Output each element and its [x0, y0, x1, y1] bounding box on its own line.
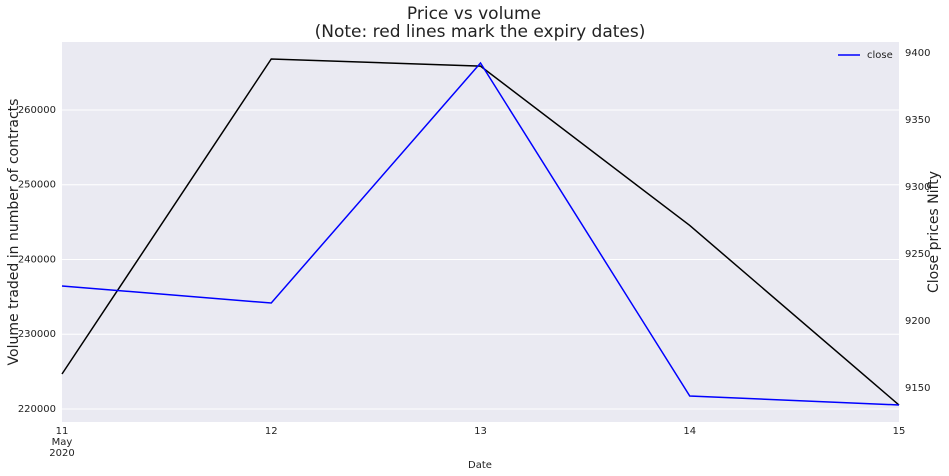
plot-area [62, 42, 899, 422]
legend-label: close [867, 50, 893, 61]
x-tick-label: 12 [265, 426, 278, 437]
y2-tick-label: 9250 [905, 249, 930, 260]
y2-axis-label: Close prices Nifty [926, 171, 942, 293]
x-tick-label: 11 May 2020 [49, 426, 74, 459]
x-axis-label: Date [468, 460, 492, 471]
grid [62, 109, 899, 410]
y-axis-label: Volume traded in number of contracts [6, 99, 22, 366]
series-line [61, 61, 900, 406]
y2-tick-label: 9200 [905, 316, 930, 327]
y-tick-label: 230000 [18, 329, 56, 340]
x-tick-label: 15 [893, 426, 906, 437]
y-tick-label: 250000 [18, 180, 56, 191]
x-tick-label: 14 [683, 426, 696, 437]
chart-subtitle: (Note: red lines mark the expiry dates) [315, 22, 646, 42]
series-line [61, 58, 900, 406]
x-tick-label: 13 [474, 426, 487, 437]
y2-tick-label: 9400 [905, 48, 930, 59]
y2-tick-label: 9300 [905, 182, 930, 193]
y-tick-label: 220000 [18, 404, 56, 415]
y-tick-label: 240000 [18, 254, 56, 265]
y-tick-label: 260000 [18, 105, 56, 116]
chart-title: Price vs volume [407, 4, 541, 24]
lines [61, 58, 900, 406]
y2-tick-label: 9350 [905, 115, 930, 126]
y2-tick-label: 9150 [905, 383, 930, 394]
